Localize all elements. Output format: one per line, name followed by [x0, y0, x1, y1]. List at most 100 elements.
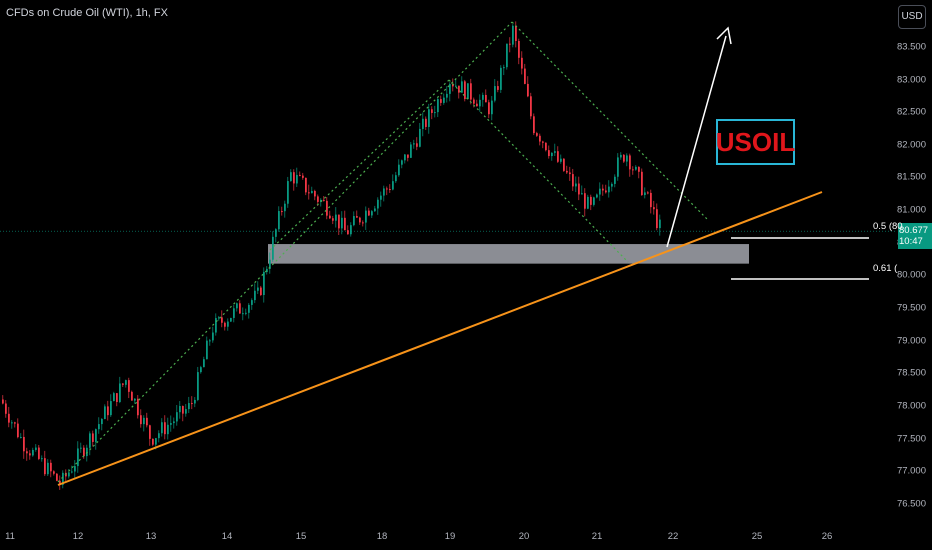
candle-up: [482, 94, 484, 100]
projection-arrow-line[interactable]: [666, 35, 727, 248]
channel-line-falling-upper[interactable]: [511, 21, 709, 221]
candle-up: [575, 183, 577, 187]
candle-up: [134, 398, 136, 401]
time-axis[interactable]: 11 12 13 14 15 18 19 20 21 22 25 26: [0, 522, 880, 550]
candle-down: [221, 317, 223, 323]
time-tick: 15: [295, 531, 307, 542]
candle-up: [620, 154, 622, 158]
candle-up: [185, 409, 187, 414]
candle-down: [509, 43, 511, 45]
price-tick: 81.500: [896, 171, 926, 183]
candle-down: [2, 399, 4, 404]
price-tick: 78.000: [896, 400, 926, 412]
candle-up: [437, 99, 439, 113]
candle-down: [293, 172, 295, 184]
candle-up: [284, 203, 286, 212]
symbol-title[interactable]: CFDs on Crude Oil (WTI), 1h, FX: [6, 7, 168, 19]
candle-up: [74, 466, 76, 472]
candle-down: [56, 473, 58, 481]
candle-down: [497, 86, 499, 90]
price-tick: 77.000: [896, 465, 926, 477]
channel-line-falling-lower[interactable]: [448, 79, 629, 263]
candle-up: [110, 401, 112, 416]
candle-up: [215, 318, 217, 333]
usoil-annotation[interactable]: USOIL: [716, 119, 795, 165]
candle-up: [587, 196, 589, 209]
price-tick: 82.500: [896, 106, 926, 118]
candle-down: [488, 102, 490, 115]
candle-up: [104, 406, 106, 420]
candle-down: [314, 190, 316, 197]
time-tick: 13: [145, 531, 157, 542]
candle-up: [209, 340, 211, 342]
price-tick: 77.500: [896, 433, 926, 445]
candle-down: [629, 155, 631, 170]
candle-up: [581, 193, 583, 195]
candle-up: [212, 332, 214, 341]
price-axis[interactable]: 83.50083.00082.50082.00081.50081.00080.5…: [896, 0, 932, 550]
candle-up: [47, 462, 49, 475]
candle-up: [125, 380, 127, 385]
candle-up: [188, 403, 190, 410]
price-tick: 79.500: [896, 302, 926, 314]
candle-up: [95, 429, 97, 442]
candle-down: [647, 192, 649, 194]
candle-down: [122, 383, 124, 385]
candle-up: [413, 143, 415, 145]
candle-up: [350, 225, 352, 235]
candle-down: [464, 81, 466, 100]
price-tick: 80.000: [896, 269, 926, 281]
candle-up: [593, 197, 595, 205]
currency-button[interactable]: USD: [898, 5, 926, 29]
candle-down: [128, 380, 130, 392]
candle-up: [551, 152, 553, 157]
candle-down: [476, 103, 478, 107]
candle-up: [251, 300, 253, 305]
candle-up: [446, 93, 448, 98]
candle-down: [26, 451, 28, 454]
candle-up: [218, 317, 220, 319]
price-tick: 81.000: [896, 204, 926, 216]
candle-up: [275, 229, 277, 237]
candle-up: [554, 151, 556, 153]
candle-up: [560, 158, 562, 162]
candle-down: [302, 175, 304, 178]
candle-up: [434, 112, 436, 114]
candle-down: [527, 83, 529, 97]
candle-up: [254, 290, 256, 301]
time-tick: 19: [444, 531, 456, 542]
bar-countdown: 10:47: [899, 236, 923, 247]
candle-down: [191, 403, 193, 405]
candle-down: [50, 462, 52, 472]
candle-up: [236, 303, 238, 309]
candle-up: [479, 99, 481, 107]
candle-down: [137, 398, 139, 416]
candle-down: [323, 199, 325, 201]
candle-down: [545, 142, 547, 151]
candle-down: [536, 133, 538, 136]
candle-down: [458, 85, 460, 93]
ascending-trendline[interactable]: [57, 191, 823, 486]
channel-line-rising-lower[interactable]: [269, 79, 450, 251]
support-zone[interactable]: [268, 244, 749, 264]
candle-down: [563, 158, 565, 171]
time-tick: 25: [751, 531, 763, 542]
candle-up: [32, 449, 34, 456]
candle-up: [77, 448, 79, 467]
candle-down: [473, 99, 475, 104]
candle-up: [227, 321, 229, 327]
candle-up: [290, 172, 292, 182]
candle-up: [500, 67, 502, 90]
candle-down: [8, 413, 10, 423]
candle-up: [635, 166, 637, 170]
price-tick: 83.500: [896, 41, 926, 53]
candle-up: [377, 199, 379, 209]
candle-down: [239, 303, 241, 314]
fib-label-0-61: 0.61 (: [873, 263, 898, 274]
candle-down: [515, 25, 517, 42]
time-tick: 12: [72, 531, 84, 542]
candle-up: [428, 109, 430, 127]
candle-up: [71, 471, 73, 473]
